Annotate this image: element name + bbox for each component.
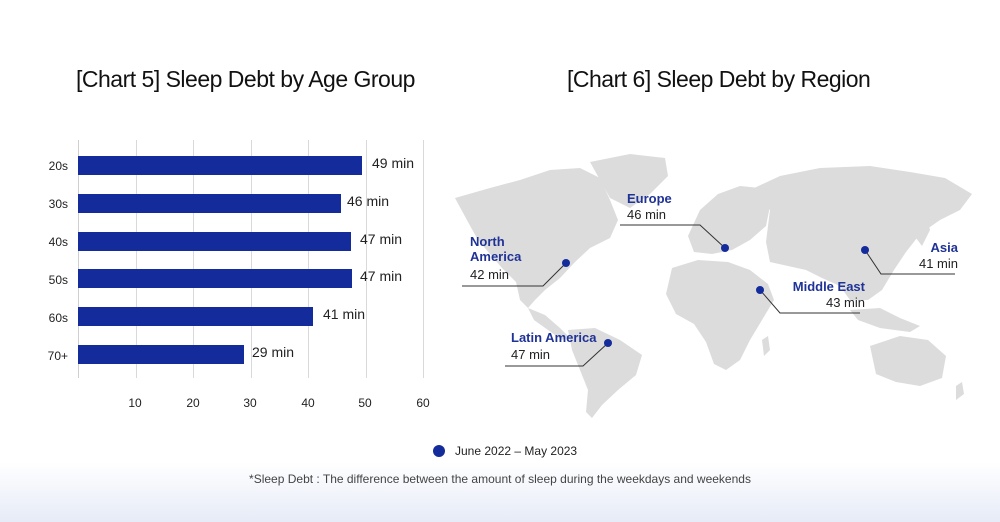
region-value-latin-america: 47 min	[511, 347, 551, 362]
legend-label: June 2022 – May 2023	[455, 444, 578, 458]
bar	[78, 232, 351, 251]
region-value-europe: 46 min	[627, 207, 667, 222]
europe-marker	[721, 244, 729, 252]
bar	[78, 269, 352, 288]
bar	[78, 156, 362, 175]
legend: June 2022 – May 2023	[433, 444, 577, 458]
category-label: 60s	[48, 311, 68, 325]
bar	[78, 194, 341, 213]
category-label: 30s	[48, 197, 68, 211]
x-tick: 50	[358, 396, 372, 410]
x-tick: 20	[186, 396, 200, 410]
north-america-marker	[562, 259, 570, 267]
region-value-north-america: 42 min	[470, 267, 510, 282]
bar-value: 47 min	[360, 268, 403, 284]
gridline	[193, 140, 194, 378]
category-label: 50s	[48, 273, 68, 287]
x-tick: 60	[416, 396, 430, 410]
gridline	[135, 140, 137, 378]
footnote: *Sleep Debt : The difference between the…	[249, 472, 751, 486]
category-label: 20s	[48, 159, 68, 173]
chart6-title: [Chart 6] Sleep Debt by Region	[567, 66, 871, 92]
region-value-middle-east: 43 min	[825, 295, 865, 310]
region-name-middle-east: Middle East	[792, 279, 865, 294]
bar-value: 49 min	[372, 155, 415, 171]
bottom-gradient	[0, 462, 1000, 522]
category-label: 70+	[47, 349, 68, 363]
region-name-latin-america: Latin America	[511, 330, 597, 345]
latin-america-marker	[604, 339, 612, 347]
gridline	[423, 140, 424, 378]
gridline	[365, 140, 367, 378]
age-bar-chart: 49 min 46 min 47 min 47 min 41 min 29 mi…	[78, 140, 424, 378]
middle-east-marker	[756, 286, 764, 294]
legend-marker-icon	[433, 445, 445, 457]
region-name-north-america-line2: America	[470, 249, 522, 264]
asia-marker	[861, 246, 869, 254]
world-map	[450, 150, 980, 420]
x-tick: 30	[243, 396, 257, 410]
gridline	[250, 140, 252, 378]
y-axis-line	[78, 140, 79, 378]
bar	[78, 345, 244, 364]
x-tick: 40	[301, 396, 315, 410]
world-map-shape	[455, 154, 972, 418]
region-name-asia: Asia	[930, 240, 958, 255]
chart5-title: [Chart 5] Sleep Debt by Age Group	[76, 66, 415, 92]
region-value-asia: 41 min	[918, 256, 958, 271]
bar-value: 47 min	[360, 231, 403, 247]
bar-value: 46 min	[347, 193, 390, 209]
bar	[78, 307, 313, 326]
gridline	[308, 140, 309, 378]
category-label: 40s	[48, 235, 68, 249]
bar-value: 41 min	[323, 306, 366, 322]
x-tick: 10	[128, 396, 142, 410]
region-name-north-america-line1: North	[470, 234, 505, 249]
bar-value: 29 min	[252, 344, 295, 360]
region-name-europe: Europe	[627, 191, 672, 206]
